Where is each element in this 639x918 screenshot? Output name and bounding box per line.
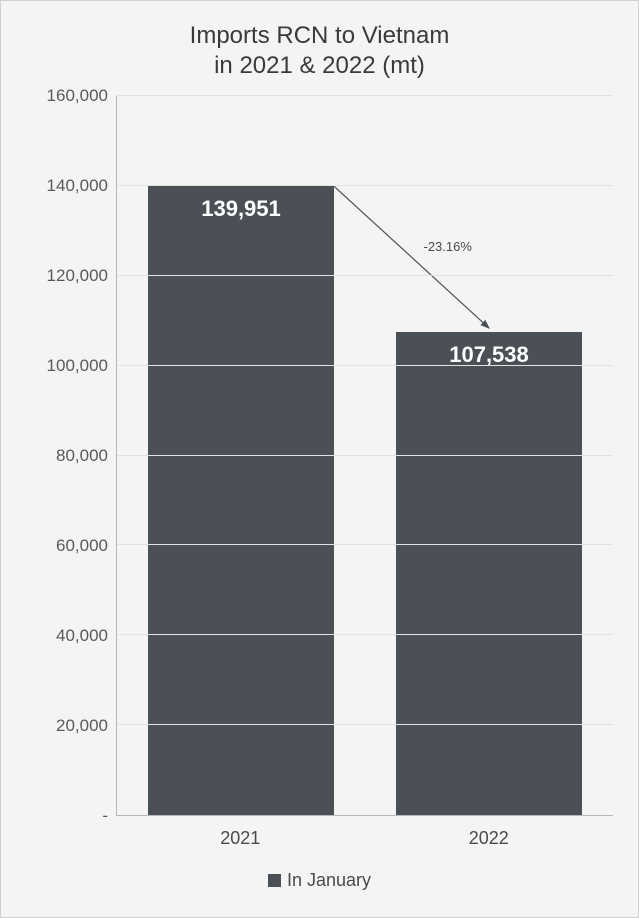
y-tick-label: 20,000 bbox=[26, 716, 108, 736]
bar: 139,951 bbox=[148, 186, 334, 815]
gridline bbox=[117, 365, 613, 366]
delta-label: -23.16% bbox=[424, 239, 472, 254]
gridline bbox=[117, 544, 613, 545]
y-tick-label: 120,000 bbox=[26, 266, 108, 286]
x-axis: 20212022 bbox=[116, 816, 613, 856]
x-tick-label: 2022 bbox=[365, 816, 614, 856]
chart-title-line2: in 2021 & 2022 (mt) bbox=[214, 52, 425, 79]
gridline bbox=[117, 95, 613, 96]
x-tick-label: 2021 bbox=[116, 816, 365, 856]
chart-container: Imports RCN to Vietnam in 2021 & 2022 (m… bbox=[0, 0, 639, 918]
bar-slot: 139,951 bbox=[117, 96, 365, 815]
gridline bbox=[117, 634, 613, 635]
gridline bbox=[117, 185, 613, 186]
y-tick-label: 140,000 bbox=[26, 176, 108, 196]
plot-area: 139,951 107,538 -23.16% bbox=[116, 96, 613, 816]
y-tick-label: 40,000 bbox=[26, 626, 108, 646]
y-tick-label: 100,000 bbox=[26, 356, 108, 376]
y-tick-label: 80,000 bbox=[26, 446, 108, 466]
bar: 107,538 bbox=[396, 332, 582, 815]
plot-wrap: -20,00040,00060,00080,000100,000120,0001… bbox=[26, 96, 613, 816]
chart-title-line1: Imports RCN to Vietnam bbox=[190, 22, 450, 49]
gridline bbox=[117, 275, 613, 276]
gridline bbox=[117, 724, 613, 725]
legend: In January bbox=[26, 870, 613, 891]
legend-label: In January bbox=[287, 870, 371, 891]
bar-value-label: 139,951 bbox=[148, 196, 334, 222]
legend-swatch bbox=[268, 874, 281, 887]
y-tick-label: 160,000 bbox=[26, 86, 108, 106]
y-tick-label: 60,000 bbox=[26, 536, 108, 556]
y-tick-label: - bbox=[26, 806, 108, 826]
bars-layer: 139,951 107,538 bbox=[117, 96, 613, 815]
bar-slot: 107,538 bbox=[365, 96, 613, 815]
gridline bbox=[117, 455, 613, 456]
y-axis: -20,00040,00060,00080,000100,000120,0001… bbox=[26, 96, 116, 816]
chart-title: Imports RCN to Vietnam in 2021 & 2022 (m… bbox=[26, 21, 613, 81]
